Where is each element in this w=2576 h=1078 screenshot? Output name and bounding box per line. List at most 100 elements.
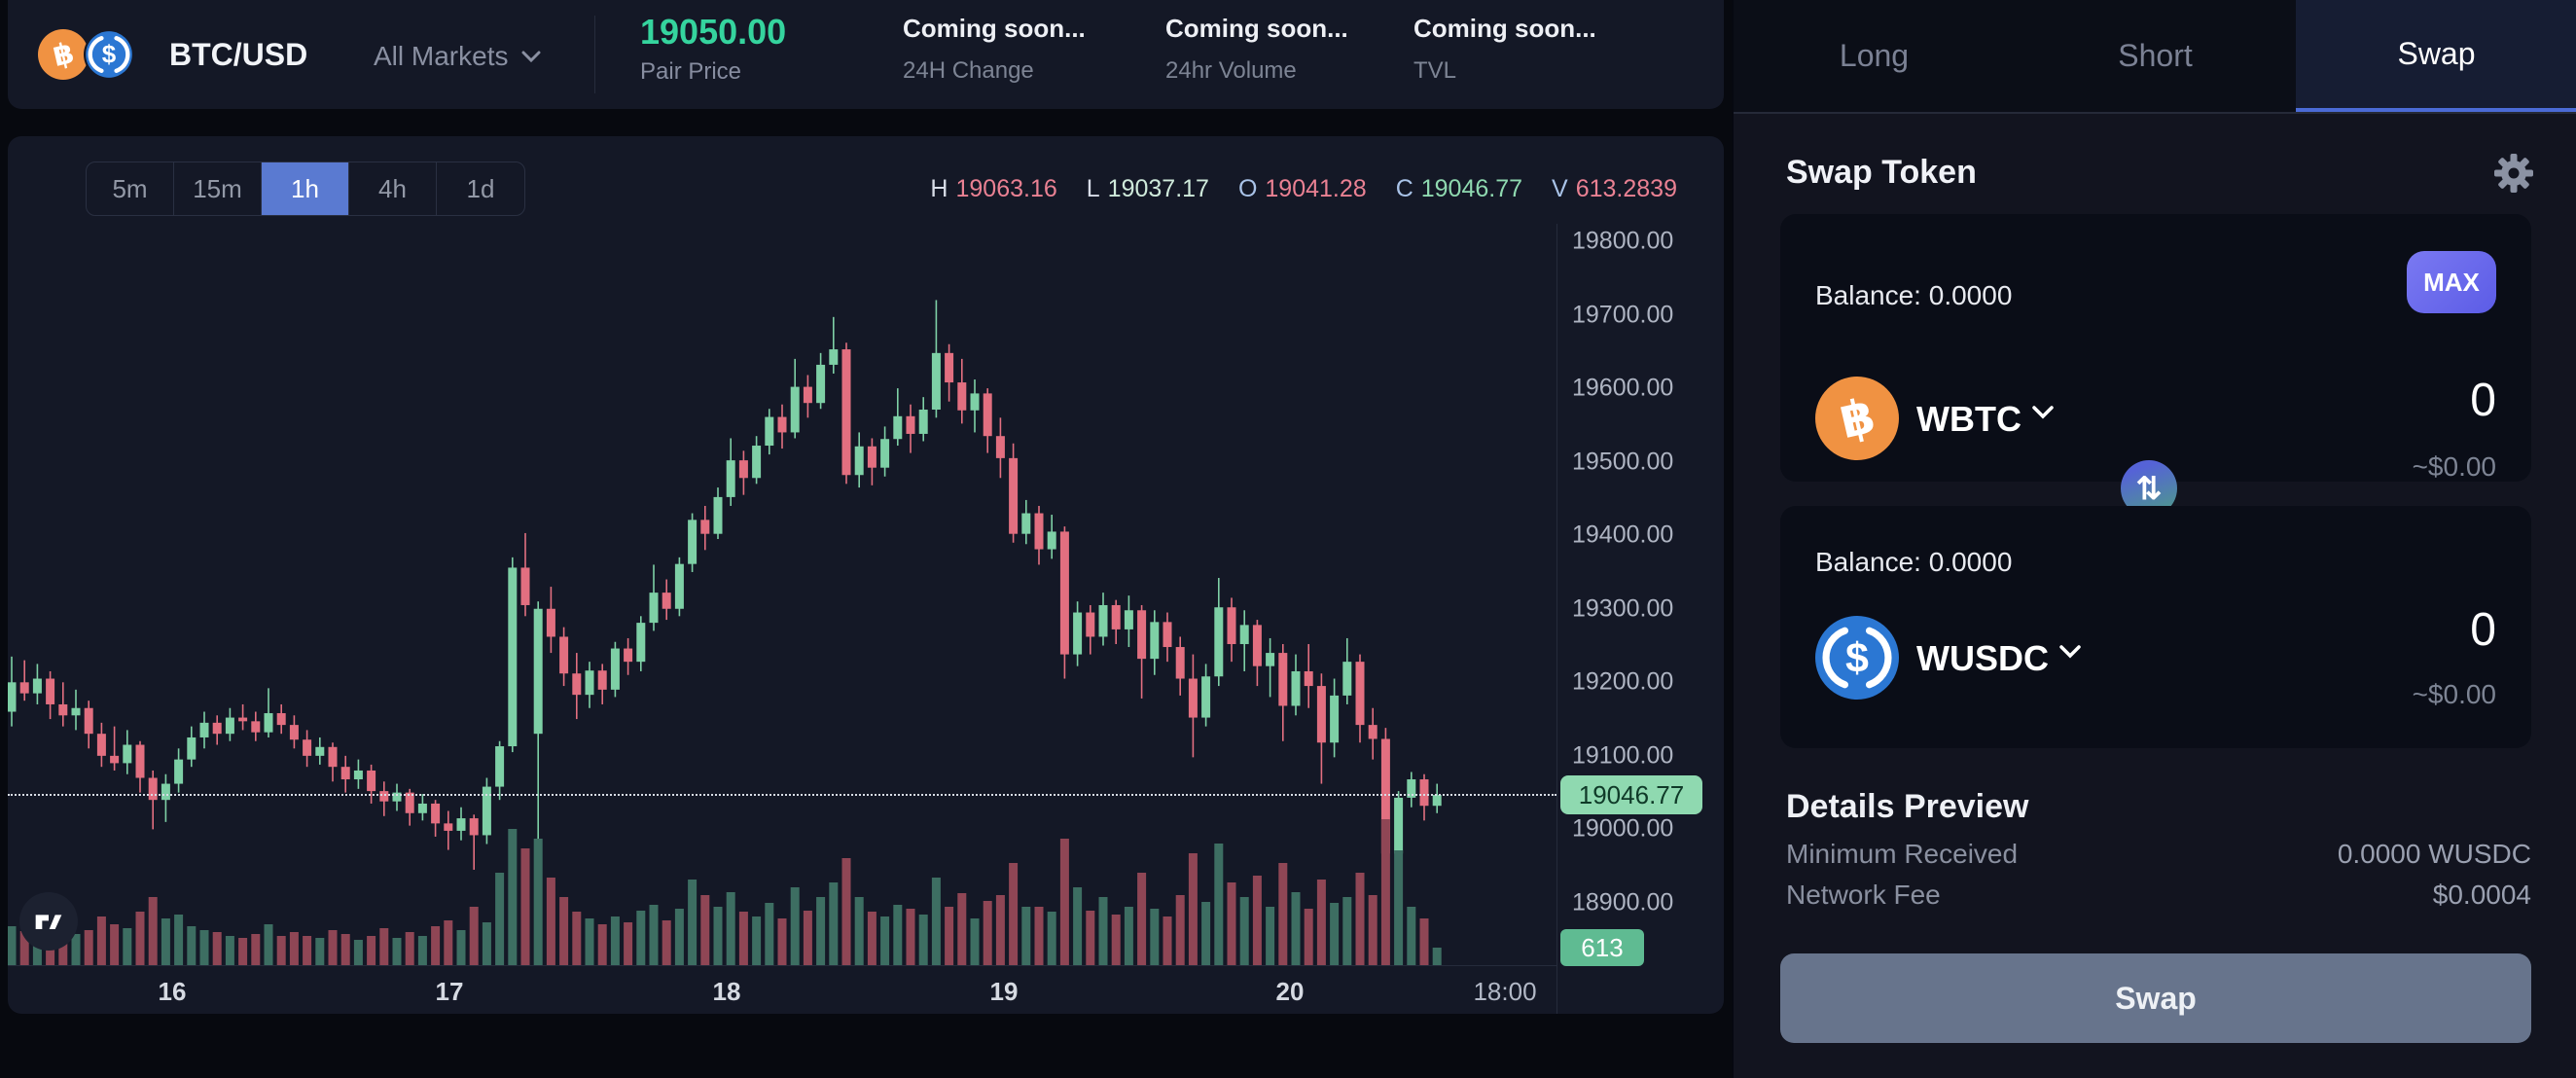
from-token-selector[interactable]: WBTC — [1916, 399, 2055, 440]
candle-body — [508, 567, 518, 747]
price-tick: 19100.00 — [1572, 741, 1674, 770]
candle-body — [495, 746, 505, 787]
to-usd-value: ~$0.00 — [2412, 679, 2496, 709]
volume-bar — [148, 897, 158, 965]
volume-bar — [1111, 915, 1121, 965]
market-selector-label: All Markets — [374, 41, 509, 71]
candle-body — [649, 593, 659, 624]
candle-body — [1163, 622, 1172, 648]
tab-swap[interactable]: Swap — [2296, 0, 2576, 112]
volume-bar — [264, 924, 273, 965]
volume-bar — [700, 895, 710, 965]
pair-price-value: 19050.00 — [640, 12, 787, 52]
wusdc-token-icon: $ — [1815, 616, 1899, 700]
volume-bar — [533, 839, 543, 965]
candle-body — [328, 746, 338, 768]
candle-body — [379, 791, 389, 802]
candle-body — [174, 759, 184, 784]
candle-wick — [113, 726, 116, 771]
from-amount-input[interactable]: 0 — [2470, 375, 2496, 426]
price-tick: 19600.00 — [1572, 374, 1674, 402]
swap-submit-button[interactable]: Swap — [1780, 953, 2531, 1043]
candle-body — [777, 416, 787, 433]
candle-body — [84, 707, 93, 735]
candle-wick — [23, 660, 25, 701]
candle-body — [1086, 612, 1095, 637]
candle-body — [1394, 797, 1404, 854]
candle-body — [1355, 662, 1365, 726]
candle-body — [340, 767, 350, 780]
volume-bar — [508, 829, 518, 965]
volume-bar — [1188, 853, 1198, 965]
candle-body — [918, 410, 928, 434]
volume-bar — [1355, 873, 1365, 965]
candle-body — [713, 496, 723, 534]
trade-panel: Long Short Swap Swap Token — [1732, 0, 2576, 1078]
candle-body — [1252, 625, 1262, 666]
timeframe-1d[interactable]: 1d — [437, 162, 524, 215]
volume-bar — [1098, 897, 1108, 965]
volume-bar — [392, 938, 402, 965]
candle-body — [32, 678, 42, 694]
volume-bar — [957, 893, 967, 965]
volume-bar — [1407, 907, 1416, 965]
volume-bar — [816, 897, 826, 965]
candle-body — [931, 352, 941, 411]
tab-long[interactable]: Long — [1839, 38, 1910, 73]
volume-bar — [597, 924, 607, 965]
candle-body — [1239, 625, 1249, 645]
candle-wick — [241, 703, 244, 731]
volume-bar — [1059, 839, 1069, 965]
svg-text:$: $ — [1845, 634, 1869, 681]
candle-body — [803, 386, 812, 404]
volume-bar — [1227, 882, 1236, 965]
candle-body — [752, 446, 762, 479]
volume-bar — [1266, 907, 1275, 965]
stat-tvl: Coming soon... TVL — [1413, 14, 1596, 85]
volume-bar — [1380, 819, 1390, 965]
time-tick: 18 — [712, 977, 741, 1006]
volume-bar — [456, 930, 466, 965]
volume-bar — [1419, 918, 1429, 965]
to-token-selector[interactable]: WUSDC — [1916, 638, 2082, 679]
market-selector[interactable]: All Markets — [374, 41, 541, 72]
volume-bar — [8, 926, 17, 965]
volume-bar — [328, 930, 338, 965]
tradingview-logo[interactable] — [19, 892, 78, 951]
timeframe-5m[interactable]: 5m — [87, 162, 174, 215]
candle-body — [816, 364, 826, 404]
candlestick-chart[interactable] — [8, 136, 1724, 1014]
candle-body — [1368, 725, 1377, 739]
settings-button[interactable] — [2492, 152, 2535, 195]
candle-body — [1304, 670, 1313, 687]
volume-bar — [931, 878, 941, 965]
time-tick: 20 — [1275, 977, 1305, 1006]
timeframe-1h[interactable]: 1h — [262, 162, 349, 215]
volume-bar — [19, 931, 29, 965]
volume-bar — [585, 918, 594, 965]
candle-body — [1073, 612, 1083, 655]
timeframe-15m[interactable]: 15m — [174, 162, 262, 215]
timeframe-4h[interactable]: 4h — [349, 162, 437, 215]
candle-body — [1407, 779, 1416, 798]
volume-bar — [32, 936, 42, 965]
volume-bar — [1163, 916, 1172, 965]
candle-body — [456, 818, 466, 831]
volume-bar — [649, 905, 659, 965]
candle-body — [1432, 795, 1442, 807]
volume-bar — [495, 873, 505, 965]
stat-label: 24hr Volume — [1165, 57, 1297, 84]
candle-body — [1266, 653, 1275, 666]
tab-short[interactable]: Short — [2118, 38, 2193, 73]
max-button[interactable]: MAX — [2407, 251, 2496, 313]
current-volume-label: 613 — [1560, 929, 1644, 966]
from-token-symbol: WBTC — [1916, 399, 2021, 439]
candle-body — [110, 755, 120, 764]
volume-bar — [405, 932, 414, 965]
candle-body — [1034, 513, 1044, 550]
candle-body — [624, 648, 633, 663]
candle-body — [276, 713, 286, 726]
volume-bar — [829, 882, 839, 965]
volume-bar — [444, 920, 453, 965]
to-amount-input[interactable]: 0 — [2470, 604, 2496, 656]
